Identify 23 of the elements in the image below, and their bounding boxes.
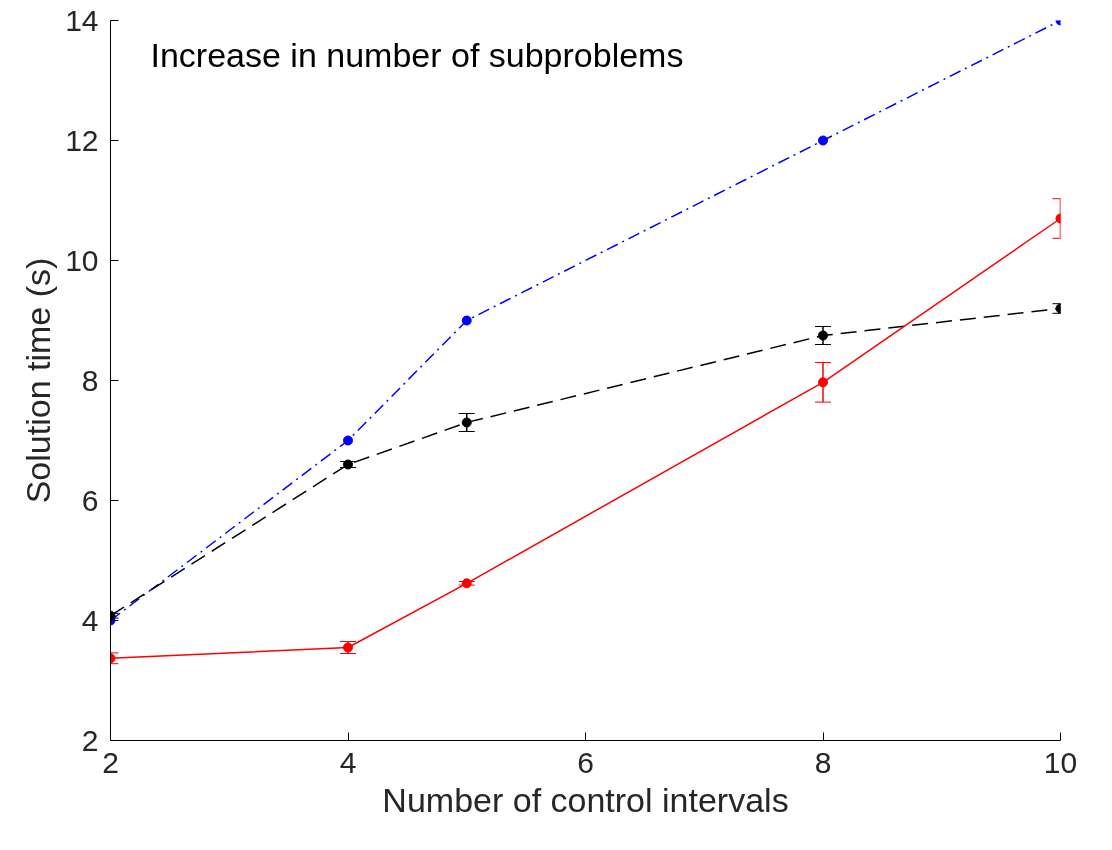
point bbox=[461, 417, 472, 428]
y-tick-label: 2 bbox=[81, 723, 99, 757]
point bbox=[818, 135, 828, 146]
y-tick-label: 12 bbox=[65, 123, 99, 157]
point bbox=[461, 315, 472, 326]
y-tick-label: 8 bbox=[81, 363, 99, 397]
point bbox=[461, 578, 472, 589]
y-tick-label: 6 bbox=[81, 483, 99, 517]
y-tick-label: 4 bbox=[81, 603, 99, 637]
x-tick-label: 4 bbox=[339, 745, 357, 779]
x-tick-label: 6 bbox=[577, 745, 594, 779]
point bbox=[818, 377, 828, 388]
y-tick-label: 10 bbox=[65, 243, 99, 277]
x-tick-label: 10 bbox=[1043, 745, 1078, 779]
annotation: Increase in number of subproblems bbox=[150, 35, 684, 74]
point bbox=[343, 459, 353, 470]
x-tick-label: 8 bbox=[814, 745, 832, 779]
point bbox=[343, 642, 353, 653]
x-axis-title: Number of control intervals bbox=[382, 780, 789, 819]
y-axis-title: Solution time (s) bbox=[19, 257, 58, 504]
y-tick-label: 14 bbox=[65, 3, 99, 37]
point bbox=[818, 330, 828, 341]
point bbox=[343, 435, 353, 446]
